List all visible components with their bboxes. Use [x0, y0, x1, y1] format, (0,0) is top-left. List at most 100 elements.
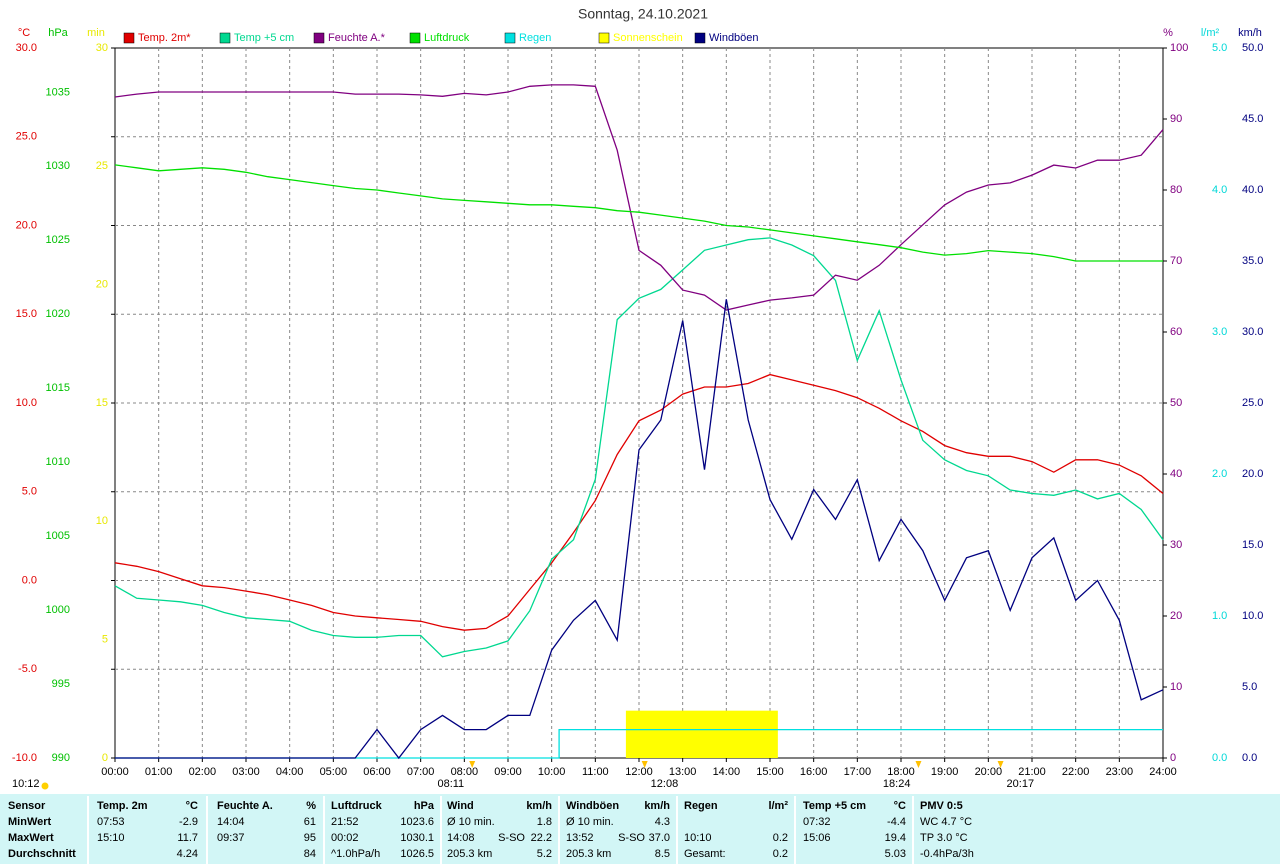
- table-cell: Temp. 2m: [97, 800, 148, 812]
- y-tick-label: 10.0: [16, 397, 37, 409]
- table-cell: 0.2: [773, 832, 788, 844]
- y-tick-label: 1020: [46, 308, 70, 320]
- x-tick-label: 03:00: [232, 766, 260, 778]
- table-cell: MinWert: [8, 816, 52, 828]
- y-tick-label: 1000: [46, 604, 70, 616]
- y-tick-label: 90: [1170, 113, 1182, 125]
- event-label: 08:11: [437, 778, 464, 790]
- y-tick-label: 20.0: [1242, 468, 1263, 480]
- x-tick-label: 20:00: [975, 766, 1003, 778]
- table-cell: 14:04: [217, 816, 245, 828]
- y-tick-label: 2.0: [1212, 468, 1227, 480]
- event-marker: [469, 761, 476, 768]
- table-cell: 00:02: [331, 832, 359, 844]
- x-tick-label: 04:00: [276, 766, 304, 778]
- x-tick-label: 01:00: [145, 766, 173, 778]
- table-cell: Luftdruck: [331, 800, 383, 812]
- axis-unit: l/m²: [1201, 27, 1220, 39]
- y-tick-label: 25.0: [16, 131, 37, 143]
- x-tick-label: 15:00: [756, 766, 784, 778]
- table-cell: 61: [304, 816, 316, 828]
- y-tick-label: 100: [1170, 42, 1188, 54]
- y-tick-label: 60: [1170, 326, 1182, 338]
- y-tick-label: 35.0: [1242, 255, 1263, 267]
- y-tick-label: 30: [1170, 539, 1182, 551]
- series-line: [114, 373, 1164, 631]
- event-marker: [997, 761, 1004, 768]
- x-tick-label: 05:00: [320, 766, 348, 778]
- y-tick-label: 1035: [46, 86, 70, 98]
- y-tick-label: 10.0: [1242, 610, 1263, 622]
- x-tick-label: 07:00: [407, 766, 435, 778]
- y-tick-label: 30.0: [1242, 326, 1263, 338]
- x-tick-label: 02:00: [189, 766, 217, 778]
- legend-swatch: [598, 32, 610, 44]
- table-cell: km/h: [644, 800, 670, 812]
- x-tick-label: 12:00: [625, 766, 653, 778]
- table-cell: ^1.0hPa/h: [331, 848, 380, 860]
- y-tick-label: 0.0: [1212, 752, 1227, 764]
- table-cell: 22.2: [531, 832, 552, 844]
- axis-unit: °C: [18, 27, 30, 39]
- legend-swatch: [219, 32, 231, 44]
- y-tick-label: 30: [96, 42, 108, 54]
- y-tick-label: 15.0: [16, 308, 37, 320]
- y-tick-label: -10.0: [12, 752, 37, 764]
- event-marker: [915, 761, 922, 768]
- legend-label: Regen: [519, 32, 551, 44]
- y-tick-label: 1005: [46, 530, 70, 542]
- table-cell: l/m²: [768, 800, 788, 812]
- y-tick-label: 1010: [46, 456, 70, 468]
- y-tick-label: 70: [1170, 255, 1182, 267]
- y-tick-label: 30.0: [16, 42, 37, 54]
- axis-unit: %: [1163, 27, 1173, 39]
- y-tick-label: 45.0: [1242, 113, 1263, 125]
- event-marker: [641, 761, 648, 768]
- y-tick-label: 20: [1170, 610, 1182, 622]
- table-cell: hPa: [414, 800, 435, 812]
- event-label: 20:17: [1007, 778, 1035, 790]
- axis-unit: hPa: [48, 27, 68, 39]
- y-tick-label: 0.0: [1242, 752, 1257, 764]
- chart-title: Sonntag, 24.10.2021: [578, 6, 708, 22]
- table-cell: 15:06: [803, 832, 831, 844]
- y-tick-label: 5.0: [1242, 681, 1257, 693]
- table-cell: km/h: [526, 800, 552, 812]
- table-cell: 14:08: [447, 832, 475, 844]
- y-tick-label: 5.0: [22, 486, 37, 498]
- y-tick-label: 10: [96, 515, 108, 527]
- x-tick-label: 10:00: [538, 766, 566, 778]
- x-tick-label: 16:00: [800, 766, 828, 778]
- y-tick-label: 50.0: [1242, 42, 1263, 54]
- y-tick-label: 3.0: [1212, 326, 1227, 338]
- y-tick-label: 1.0: [1212, 610, 1227, 622]
- table-cell: 84: [304, 848, 316, 860]
- table-cell: Wind: [447, 800, 474, 812]
- sunshine-block: [625, 710, 778, 758]
- table-cell: 4.24: [177, 848, 198, 860]
- table-cell: 15:10: [97, 832, 125, 844]
- x-tick-label: 18:00: [887, 766, 915, 778]
- legend-label: Feuchte A.*: [328, 32, 386, 44]
- table-cell: S-SO: [498, 832, 525, 844]
- series-line: [115, 299, 1164, 760]
- table-cell: Gesamt:: [684, 848, 726, 860]
- legend-label: Windböen: [709, 32, 759, 44]
- x-tick-label: 00:00: [101, 766, 129, 778]
- table-cell: 0.2: [773, 848, 788, 860]
- y-tick-label: 80: [1170, 184, 1182, 196]
- legend-swatch: [504, 32, 516, 44]
- table-cell: 07:53: [97, 816, 125, 828]
- y-tick-label: 20.0: [16, 219, 37, 231]
- x-tick-label: 09:00: [494, 766, 522, 778]
- table-cell: °C: [186, 800, 198, 812]
- x-tick-label: 14:00: [713, 766, 741, 778]
- legend-swatch: [694, 32, 706, 44]
- y-tick-label: 4.0: [1212, 184, 1227, 196]
- y-tick-label: 1025: [46, 234, 70, 246]
- table-cell: MaxWert: [8, 832, 54, 844]
- table-cell: 10:10: [684, 832, 712, 844]
- table-cell: 8.5: [655, 848, 670, 860]
- legend-label: Temp. 2m*: [138, 32, 191, 44]
